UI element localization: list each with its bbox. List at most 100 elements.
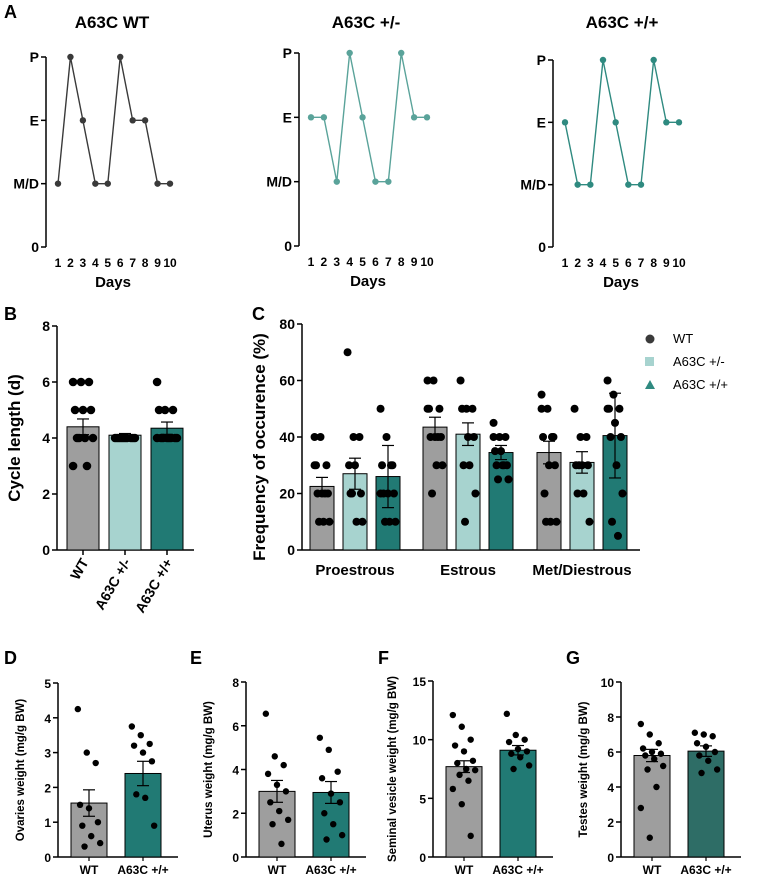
data-point	[79, 117, 87, 124]
y-axis-label: Seminal vesicle weight (mg/g BW)	[387, 676, 399, 862]
data-point	[278, 840, 285, 848]
panel-label-f: F	[378, 648, 389, 668]
y-tick-label: 2	[44, 781, 51, 795]
title-a-het: A63C +/-	[332, 13, 401, 32]
data-point	[613, 531, 622, 540]
data-point	[378, 461, 387, 470]
data-point	[637, 720, 645, 728]
y-tick-label: 0	[287, 542, 295, 558]
y-tick-label: 10	[601, 676, 615, 690]
data-point	[489, 418, 498, 427]
data-point	[385, 178, 392, 185]
data-point	[68, 461, 78, 471]
data-point	[458, 723, 465, 730]
data-point	[172, 433, 182, 443]
legend-marker-hom	[645, 380, 655, 389]
data-point	[152, 377, 162, 387]
y-tick-label: 8	[607, 711, 614, 725]
y-tick-label: P	[283, 45, 292, 61]
data-point	[122, 433, 132, 443]
bar	[108, 434, 142, 551]
data-point	[423, 404, 432, 413]
data-point	[537, 390, 546, 399]
data-point	[320, 489, 329, 498]
y-tick-label: 4	[232, 764, 239, 778]
y-tick-label: 0	[607, 851, 614, 865]
y-tick-label: 0	[232, 851, 239, 865]
data-point	[582, 433, 591, 441]
data-point	[646, 731, 653, 738]
data-point	[612, 119, 619, 126]
data-point	[92, 759, 99, 767]
data-point	[451, 742, 459, 749]
data-point	[129, 117, 136, 124]
series-line	[564, 59, 679, 186]
data-point	[158, 433, 168, 443]
y-tick-label: 0	[419, 851, 426, 865]
data-point	[573, 489, 582, 498]
data-point	[345, 461, 354, 470]
data-point	[83, 749, 90, 756]
data-point	[82, 461, 92, 471]
data-point	[583, 461, 592, 470]
y-tick-label: 6	[232, 720, 239, 734]
x-tick-label: 2	[67, 256, 74, 270]
legend: WT A63C +/- A63C +/+	[645, 331, 728, 392]
x-tick-label: 5	[359, 255, 366, 269]
bar	[569, 461, 595, 551]
data-point	[376, 404, 385, 413]
bar	[422, 426, 448, 551]
data-point	[76, 377, 86, 387]
estrous-cycle-plot-hom: 0 M/D E P 1 2 3 4 5 6 7 8 9 10 Days	[520, 52, 686, 291]
y-tick-label: M/D	[13, 176, 39, 192]
y-tick-label: 3	[44, 747, 51, 761]
seminal-vesicle-weight-chart: 0 5 10 15 WT A63C +/+ Seminal vesicle weight (…	[387, 675, 553, 877]
y-tick-label: 2	[607, 816, 614, 830]
data-point	[576, 433, 585, 441]
data-point	[575, 461, 584, 470]
uterus-weight-chart: 0 2 4 6 8 WT A63C +/+ Uterus weight (mg/g BW)	[203, 676, 366, 877]
data-point	[612, 461, 621, 470]
legend-marker-wt	[645, 334, 655, 344]
data-point	[346, 49, 353, 57]
data-point	[648, 748, 656, 756]
data-point	[116, 433, 126, 443]
data-point	[68, 377, 78, 387]
data-point	[691, 729, 699, 736]
data-point	[521, 736, 528, 743]
data-point	[84, 377, 94, 387]
data-point	[705, 757, 712, 764]
x-tick-label: 6	[625, 256, 632, 270]
data-point	[333, 178, 340, 185]
data-point	[74, 705, 82, 713]
y-tick-label: 4	[607, 781, 614, 795]
data-point	[372, 178, 379, 185]
data-point	[432, 461, 441, 470]
y-tick-label: 60	[279, 373, 295, 389]
y-axis-label: Uterus weight (mg/g BW)	[203, 701, 215, 838]
x-tick-label: Proestrous	[315, 562, 394, 579]
legend-label-wt: WT	[673, 331, 693, 346]
data-point	[80, 433, 90, 443]
x-tick-label: WT	[643, 863, 662, 877]
data-point	[655, 740, 662, 747]
data-point	[459, 461, 468, 470]
x-tick-label: WT	[80, 863, 99, 877]
data-point	[67, 53, 74, 61]
data-point	[435, 404, 444, 413]
x-tick-label: 10	[163, 256, 177, 270]
x-tick-label: 7	[385, 255, 392, 269]
y-tick-label: M/D	[520, 177, 546, 193]
y-tick-label: 80	[279, 316, 295, 332]
y-axis-label: Cycle length (d)	[5, 374, 24, 502]
data-point	[96, 839, 104, 847]
data-point	[539, 433, 548, 441]
y-tick-label: 5	[44, 677, 51, 691]
data-point	[355, 433, 364, 441]
data-point	[166, 180, 174, 187]
bar	[499, 749, 537, 858]
testes-weight-chart: 0 2 4 6 8 10 WT A63C +/+ Testes weight (mg/g BW)	[578, 676, 741, 877]
data-point	[386, 461, 395, 470]
y-tick-label: 2	[232, 807, 239, 821]
data-point	[356, 489, 365, 498]
